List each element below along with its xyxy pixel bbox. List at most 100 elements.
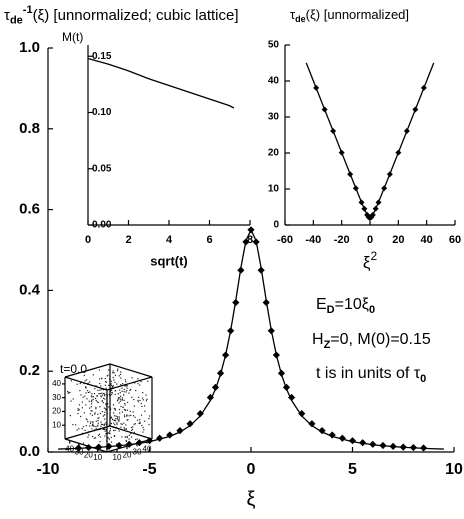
spin-dot-texture <box>129 388 132 391</box>
spin-dot-texture <box>118 420 120 422</box>
spin-dot-texture <box>148 417 150 420</box>
spin-dot-texture <box>99 389 101 391</box>
spin-dot-texture <box>110 380 112 382</box>
spin-dot-texture <box>103 424 105 427</box>
diamond-marker <box>328 431 336 439</box>
spin-dot-texture <box>83 442 85 444</box>
spin-dot-texture <box>103 393 105 395</box>
text-segment: ξ <box>363 253 371 272</box>
spin-dot-texture <box>117 398 119 400</box>
spin-dot-texture <box>113 429 115 432</box>
spin-dot-texture <box>118 408 121 411</box>
x-tick-label: 4 <box>166 234 173 246</box>
spin-dot-texture <box>123 394 125 396</box>
spin-dot-texture <box>113 412 115 414</box>
spin-dot-texture <box>114 409 116 411</box>
y-tick-label: 10 <box>268 184 280 195</box>
spin-dot-texture <box>100 421 102 423</box>
spin-dot-texture <box>123 388 125 391</box>
spin-dot-texture <box>91 399 93 401</box>
text-segment: D <box>327 304 335 316</box>
diamond-marker <box>267 327 275 335</box>
spin-dot-texture <box>115 418 117 420</box>
spin-dot-texture <box>119 398 121 400</box>
diamond-marker <box>288 393 296 402</box>
spin-dot-texture <box>92 398 94 401</box>
box-edge <box>64 363 111 378</box>
spin-dot-texture <box>94 412 96 414</box>
diamond-marker <box>386 171 393 178</box>
spin-dot-texture <box>142 399 144 401</box>
spin-dot-texture <box>93 393 96 395</box>
spin-dot-texture <box>130 414 132 416</box>
spin-dot-texture <box>77 409 79 411</box>
spin-dot-texture <box>94 413 96 415</box>
spin-dot-texture <box>102 397 105 399</box>
spin-dot-texture <box>128 415 130 417</box>
spin-dot-texture <box>80 394 82 396</box>
x-tick-label: 60 <box>449 234 461 246</box>
z-tick-label: 10 <box>52 420 61 429</box>
spin-dot-texture <box>113 379 115 381</box>
spin-dot-texture <box>148 423 150 426</box>
spin-dot-texture <box>134 382 136 384</box>
diamond-marker <box>95 443 103 451</box>
spin-dot-texture <box>104 378 106 380</box>
spin-dot-texture <box>104 395 106 397</box>
spin-dot-texture <box>123 399 125 401</box>
diamond-marker <box>338 434 346 442</box>
diamond-marker <box>298 410 306 418</box>
spin-dot-texture <box>114 419 116 421</box>
spin-dot-texture <box>104 394 106 396</box>
spin-dot-texture <box>97 402 99 404</box>
spin-dot-texture <box>99 378 101 380</box>
spin-dot-texture <box>109 433 111 435</box>
spin-dot-texture <box>114 435 116 437</box>
spin-dot-texture <box>137 419 139 421</box>
spin-dot-texture <box>119 392 121 394</box>
spin-dot-texture <box>91 403 93 405</box>
x-tick-label: 40 <box>421 234 433 246</box>
spin-dot-texture <box>90 406 92 408</box>
spin-dot-texture <box>112 385 114 387</box>
spin-dot-texture <box>135 438 137 441</box>
spin-dot-texture <box>112 372 114 374</box>
spin-dot-texture <box>104 381 107 383</box>
spin-dot-texture <box>105 403 107 405</box>
spin-dot-texture <box>101 400 103 402</box>
spin-dot-texture <box>108 406 110 408</box>
spin-dot-texture <box>120 371 122 373</box>
spin-dot-texture <box>96 401 98 403</box>
spin-dot-texture <box>121 399 123 401</box>
diamond-marker <box>282 383 291 391</box>
diamond-marker <box>262 298 270 307</box>
spin-dot-texture <box>116 423 118 425</box>
x-axis-label: ξ <box>247 488 256 510</box>
spin-dot-texture <box>78 404 81 406</box>
spin-dot-texture <box>98 417 100 419</box>
spin-dot-texture <box>97 422 99 424</box>
spin-dot-texture <box>84 380 86 382</box>
y-tick-label: 20 <box>123 450 132 459</box>
diamond-marker <box>379 441 387 450</box>
spin-dot-texture <box>85 404 87 406</box>
diamond-marker <box>247 226 255 234</box>
spin-dot-texture <box>95 408 97 410</box>
spin-dot-texture <box>84 395 86 397</box>
spin-dot-texture <box>134 423 136 425</box>
diamond-marker <box>375 199 382 206</box>
diamond-marker <box>242 238 250 246</box>
box-edge <box>64 376 108 391</box>
spin-dot-texture <box>136 438 138 440</box>
z-tick-label: 40 <box>52 379 61 388</box>
y-tick-label: 0.05 <box>92 163 112 174</box>
diamond-marker <box>216 369 225 377</box>
diamond-marker <box>321 106 328 113</box>
diamond-marker <box>222 351 230 359</box>
x-tick-label: 10 <box>445 461 463 478</box>
spin-dot-texture <box>112 370 114 372</box>
spin-dot-texture <box>112 386 114 388</box>
diamond-marker <box>381 185 388 192</box>
spin-dot-texture <box>123 408 125 411</box>
spin-dot-texture <box>108 438 110 440</box>
